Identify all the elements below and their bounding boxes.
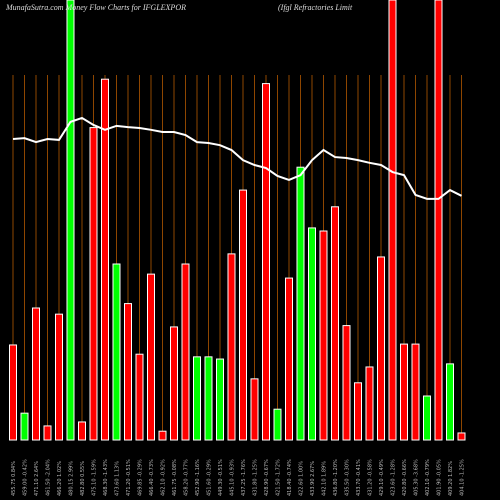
bar [112, 263, 121, 441]
x-tick-label: 431.20 -0.58% [368, 459, 374, 496]
x-tick-label: 480.15 2.99% [69, 461, 75, 496]
bar [434, 0, 443, 441]
bar [262, 83, 270, 441]
x-tick-label: 475.10 -1.59% [92, 459, 98, 496]
x-tick-label: 469.85 -0.29% [138, 459, 144, 496]
x-tick-label: 482.80 0.55% [80, 461, 86, 496]
bar [158, 430, 167, 441]
bar [124, 303, 132, 441]
x-tick-label: 458.20 -0.77% [184, 459, 190, 496]
x-tick-label: 401.90 -0.05% [437, 459, 443, 496]
x-tick-label: 466.20 1.02% [57, 461, 63, 496]
bar [78, 421, 86, 441]
bar [365, 366, 374, 441]
x-tick-label: 471.10 2.64% [34, 461, 40, 496]
bar [135, 353, 144, 441]
x-tick-label: 462.10 -0.92% [161, 459, 167, 496]
x-tick-label: 468.30 -1.43% [103, 459, 109, 496]
bar [181, 263, 190, 441]
x-tick-label: 422.60 1.00% [299, 461, 305, 496]
line [12, 116, 462, 200]
bar [9, 344, 17, 441]
bar [147, 273, 155, 441]
bar [204, 356, 213, 441]
x-tick-label: 428.90 -0.67% [264, 459, 270, 496]
bar [89, 127, 98, 441]
x-tick-label: 451.60 -0.29% [207, 459, 213, 496]
bar [388, 0, 397, 441]
bar [331, 206, 339, 441]
bar [227, 253, 236, 441]
x-tick-label: 421.50 -1.72% [276, 459, 282, 496]
x-tick-label: 433.90 2.67% [310, 461, 316, 496]
x-tick-label: 402.10 -0.79% [425, 459, 431, 496]
bars [9, 0, 466, 441]
x-tick-label: 437.25 -1.76% [241, 459, 247, 496]
x-tick-label: 436.80 -1.20% [333, 459, 339, 496]
bar [457, 432, 466, 441]
x-tick-label: 461.75 -0.08% [172, 459, 178, 496]
bar [400, 343, 408, 441]
x-tick-label: 452.90 -1.16% [195, 459, 201, 496]
bar [55, 313, 63, 441]
bar [239, 189, 247, 441]
x-tick-label: 442.10 1.89% [322, 461, 328, 496]
x-tick-label: 423.60 -1.28% [391, 459, 397, 496]
bar [43, 425, 52, 441]
x-tick-label: 405.30 -3.68% [414, 459, 420, 496]
bar [216, 358, 224, 441]
x-tick-label: 473.60 1.13% [115, 461, 121, 496]
bar [32, 307, 40, 441]
bar [446, 363, 454, 441]
x-tick-label: 471.20 -0.51% [126, 459, 132, 496]
bar [423, 395, 431, 441]
bar [285, 277, 293, 441]
bar [308, 227, 316, 441]
x-tick-label: 435.50 -0.30% [345, 459, 351, 496]
bar [273, 408, 282, 441]
x-tick-label: 461.50 -2.04% [46, 459, 52, 496]
bar [20, 412, 29, 441]
bar [193, 356, 201, 441]
x-tick-label: 455.75 0.84% [11, 461, 17, 496]
bar [66, 0, 75, 441]
x-tick-label: 433.70 -0.41% [356, 459, 362, 496]
bar [377, 256, 385, 441]
bar [319, 230, 328, 441]
x-tick-label: 449.30 -0.51% [218, 459, 224, 496]
bar [250, 378, 259, 441]
bar [411, 343, 420, 441]
chart-subtitle: (Ifgl Refractories Limit [278, 3, 353, 12]
x-tick-label: 404.10 -1.25% [460, 459, 466, 496]
chart-title: MunafaSutra.com Money Flow Charts for IF… [5, 3, 186, 12]
x-tick-label: 431.80 -1.25% [253, 459, 259, 496]
x-tick-label: 429.10 -0.49% [379, 459, 385, 496]
x-tick-label: 420.80 -0.66% [402, 459, 408, 496]
x-tick-label: 418.40 -0.74% [287, 459, 293, 496]
x-tick-label: 466.40 -0.73% [149, 459, 155, 496]
x-tick-label: 459.00 -0.42% [23, 459, 29, 496]
bar [354, 382, 362, 441]
bar [101, 78, 109, 441]
x-tick-label: 445.10 -0.93% [230, 459, 236, 496]
bar [342, 325, 351, 441]
overlay: 455.75 0.84% 459.00 -0.42% 471.10 2.64% 461… [11, 116, 466, 496]
x-tick-label: 409.20 1.82% [448, 461, 454, 496]
bar [296, 166, 305, 441]
bar [170, 326, 178, 441]
